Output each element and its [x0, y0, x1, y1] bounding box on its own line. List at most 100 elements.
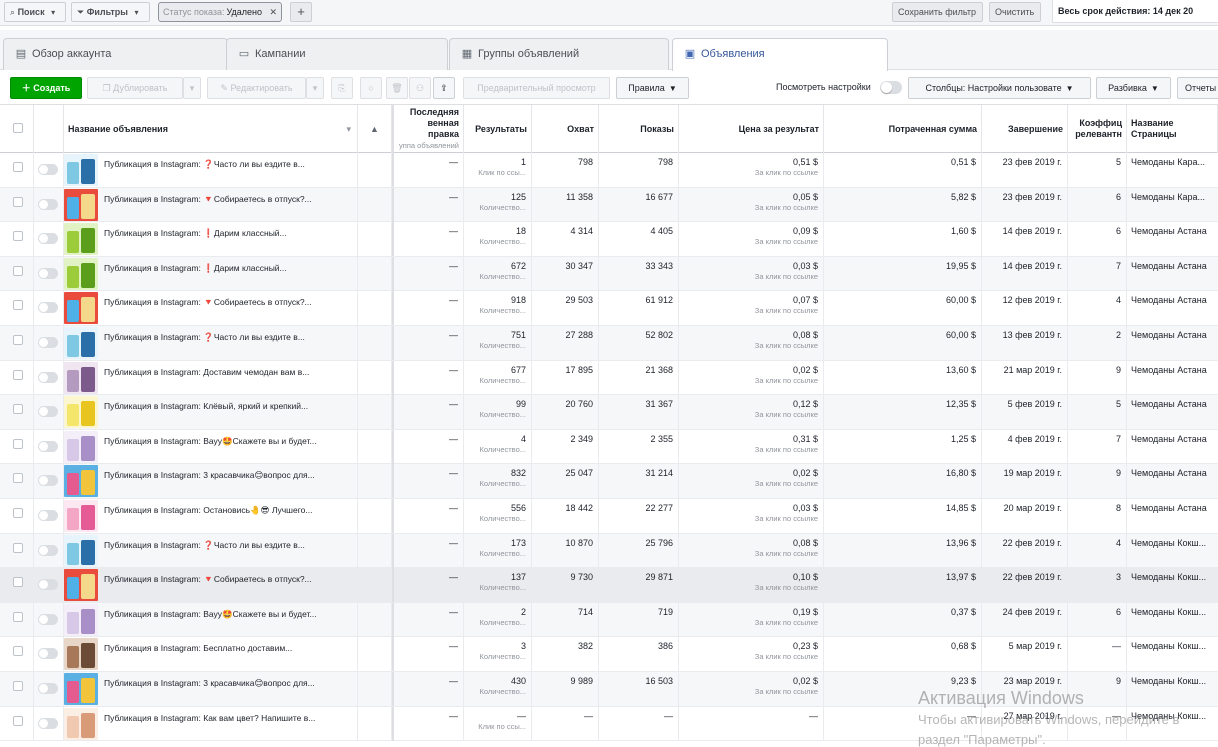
ad-thumbnail[interactable] [64, 534, 98, 567]
rules-dropdown[interactable]: Правила ▼ [616, 77, 689, 99]
ad-status-toggle[interactable] [38, 233, 58, 245]
ad-name-link[interactable]: Публикация в Instagram: 3 красавчика😊воп… [104, 470, 315, 481]
header-amount-spent[interactable]: Потраченная сумма [824, 105, 982, 153]
table-row[interactable]: Публикация в Instagram: ❗Дарим классный.… [0, 222, 1218, 257]
ad-thumbnail[interactable] [64, 465, 98, 498]
table-row[interactable]: Публикация в Instagram: ❓Часто ли вы езд… [0, 326, 1218, 361]
table-row[interactable]: Публикация в Instagram: Вауу🤩Скажете вы … [0, 602, 1218, 638]
header-relevance-score[interactable]: Коэффиц релевантн [1068, 105, 1127, 153]
ad-name-link[interactable]: Публикация в Instagram: ❓Часто ли вы езд… [104, 539, 305, 550]
header-page-name[interactable]: Название Страницы [1127, 105, 1218, 153]
ad-name-link[interactable]: Публикация в Instagram: Бесплатно достав… [104, 643, 293, 654]
table-row[interactable]: Публикация в Instagram: Как вам цвет? На… [0, 706, 1218, 742]
row-checkbox[interactable] [13, 265, 23, 276]
ad-thumbnail[interactable] [64, 223, 98, 256]
ad-name-link[interactable]: Публикация в Instagram: Клёвый, яркий и … [104, 401, 309, 412]
header-reach[interactable]: Охват [532, 105, 599, 153]
header-delivery-warning[interactable]: ▲ [358, 105, 392, 153]
save-filter-button[interactable]: Сохранить фильтр [892, 2, 983, 22]
ad-name-link[interactable]: Публикация в Instagram: 3 красавчика😊воп… [104, 678, 315, 688]
table-row[interactable]: Публикация в Instagram: 🔻Собираетесь в о… [0, 187, 1218, 223]
row-checkbox[interactable] [13, 542, 23, 553]
row-checkbox[interactable] [13, 438, 23, 449]
ad-thumbnail[interactable] [64, 430, 98, 463]
table-row[interactable]: Публикация в Instagram: 3 красавчика😊воп… [0, 672, 1218, 707]
row-checkbox[interactable] [13, 646, 23, 657]
table-row[interactable]: Публикация в Instagram: ❗Дарим классный.… [0, 256, 1218, 292]
ad-name-link[interactable]: Публикация в Instagram: ❓Часто ли вы езд… [104, 332, 305, 342]
ad-thumbnail[interactable] [64, 500, 98, 532]
ad-status-toggle[interactable] [38, 613, 58, 625]
row-checkbox[interactable] [13, 508, 23, 518]
tab-ads[interactable]: ▣ Объявления [672, 38, 888, 71]
select-all-checkbox[interactable] [13, 123, 23, 133]
row-checkbox[interactable] [13, 473, 23, 484]
ad-thumbnail[interactable] [64, 396, 98, 429]
edit-button[interactable]: ✎ Редактировать [207, 77, 306, 99]
search-button[interactable]: ⌕ Поиск ▾ [4, 2, 66, 22]
ad-name-link[interactable]: Публикация в Instagram: 🔻Собираетесь в о… [104, 193, 312, 204]
ad-name-link[interactable]: Публикация в Instagram: Доставим чемодан… [104, 366, 310, 377]
ad-status-toggle[interactable] [38, 198, 58, 210]
ad-thumbnail[interactable] [64, 569, 98, 602]
header-ad-name[interactable]: Название объявления ▾ [64, 105, 358, 153]
row-checkbox[interactable] [13, 335, 23, 345]
create-button[interactable]: ＋ Создать [10, 77, 82, 99]
ad-status-toggle[interactable] [38, 337, 58, 348]
ad-status-toggle[interactable] [38, 579, 58, 591]
ad-status-toggle[interactable] [38, 544, 58, 556]
ad-status-toggle[interactable] [38, 371, 58, 383]
table-row[interactable]: Публикация в Instagram: 🔻Собираетесь в о… [0, 568, 1218, 603]
table-row[interactable]: Публикация в Instagram: 🔻Собираетесь в о… [0, 291, 1218, 326]
ad-status-toggle[interactable] [38, 648, 58, 660]
ad-status-toggle[interactable] [38, 267, 58, 279]
table-row[interactable]: Публикация в Instagram: ❓Часто ли вы езд… [0, 533, 1218, 569]
columns-dropdown[interactable]: Столбцы: Настройки пользовате ▼ [908, 77, 1091, 99]
breakdown-dropdown[interactable]: Разбивка ▼ [1096, 77, 1171, 99]
share-button[interactable]: ⇪ [433, 77, 455, 99]
reports-dropdown[interactable]: Отчеты [1177, 77, 1218, 99]
row-checkbox[interactable] [13, 196, 23, 207]
ad-name-link[interactable]: Публикация в Instagram: Вауу🤩Скажете вы … [104, 435, 317, 446]
ad-status-toggle[interactable] [38, 683, 58, 694]
ad-thumbnail[interactable] [64, 603, 98, 636]
header-last-edit[interactable]: Последняя венная правка уппа объявлений [392, 105, 464, 153]
header-end-date[interactable]: Завершение [982, 105, 1068, 153]
ad-thumbnail[interactable] [64, 361, 98, 394]
row-checkbox[interactable] [13, 300, 23, 311]
row-checkbox[interactable] [13, 404, 23, 415]
ad-status-toggle[interactable] [38, 440, 58, 452]
ad-status-toggle[interactable] [38, 164, 58, 175]
ad-name-link[interactable]: Публикация в Instagram: ❗Дарим классный.… [104, 228, 287, 239]
add-filter-button[interactable]: + [290, 2, 312, 22]
ad-thumbnail[interactable] [64, 257, 98, 290]
row-checkbox[interactable] [13, 681, 23, 691]
ad-thumbnail[interactable] [64, 638, 98, 671]
ad-thumbnail[interactable] [64, 327, 98, 359]
table-row[interactable]: Публикация в Instagram: Остановись🤚😎 Луч… [0, 499, 1218, 534]
date-range-picker[interactable]: Весь срок действия: 14 дек 20 [1052, 0, 1218, 23]
archive-button[interactable]: ○ [360, 77, 382, 99]
duplicate-button[interactable]: ❐ Дублировать [87, 77, 183, 99]
ad-status-toggle[interactable] [38, 510, 58, 521]
ad-name-link[interactable]: Публикация в Instagram: ❗Дарим классный.… [104, 262, 287, 273]
table-row[interactable]: Публикация в Instagram: 3 красавчика😊воп… [0, 464, 1218, 499]
audience-button[interactable]: ⚇ [409, 77, 431, 99]
ad-thumbnail[interactable] [64, 673, 98, 705]
ad-name-link[interactable]: Публикация в Instagram: ❓Часто ли вы езд… [104, 159, 305, 169]
row-checkbox[interactable] [13, 715, 23, 726]
ad-name-link[interactable]: Публикация в Instagram: Остановись🤚😎 Луч… [104, 505, 313, 515]
clear-button[interactable]: Очистить [989, 2, 1041, 22]
ad-thumbnail[interactable] [64, 188, 98, 221]
header-impressions[interactable]: Показы [599, 105, 679, 153]
clipboard-button[interactable]: ⎘ [331, 77, 353, 99]
ad-status-toggle[interactable] [38, 475, 58, 487]
duplicate-dropdown[interactable]: ▾ [183, 77, 201, 99]
table-row[interactable]: Публикация в Instagram: ❓Часто ли вы езд… [0, 153, 1218, 188]
ad-status-toggle[interactable] [38, 717, 58, 729]
ad-name-link[interactable]: Публикация в Instagram: 🔻Собираетесь в о… [104, 297, 312, 308]
row-checkbox[interactable] [13, 231, 23, 242]
row-checkbox[interactable] [13, 577, 23, 588]
ad-status-toggle[interactable] [38, 406, 58, 418]
ad-status-toggle[interactable] [38, 302, 58, 314]
